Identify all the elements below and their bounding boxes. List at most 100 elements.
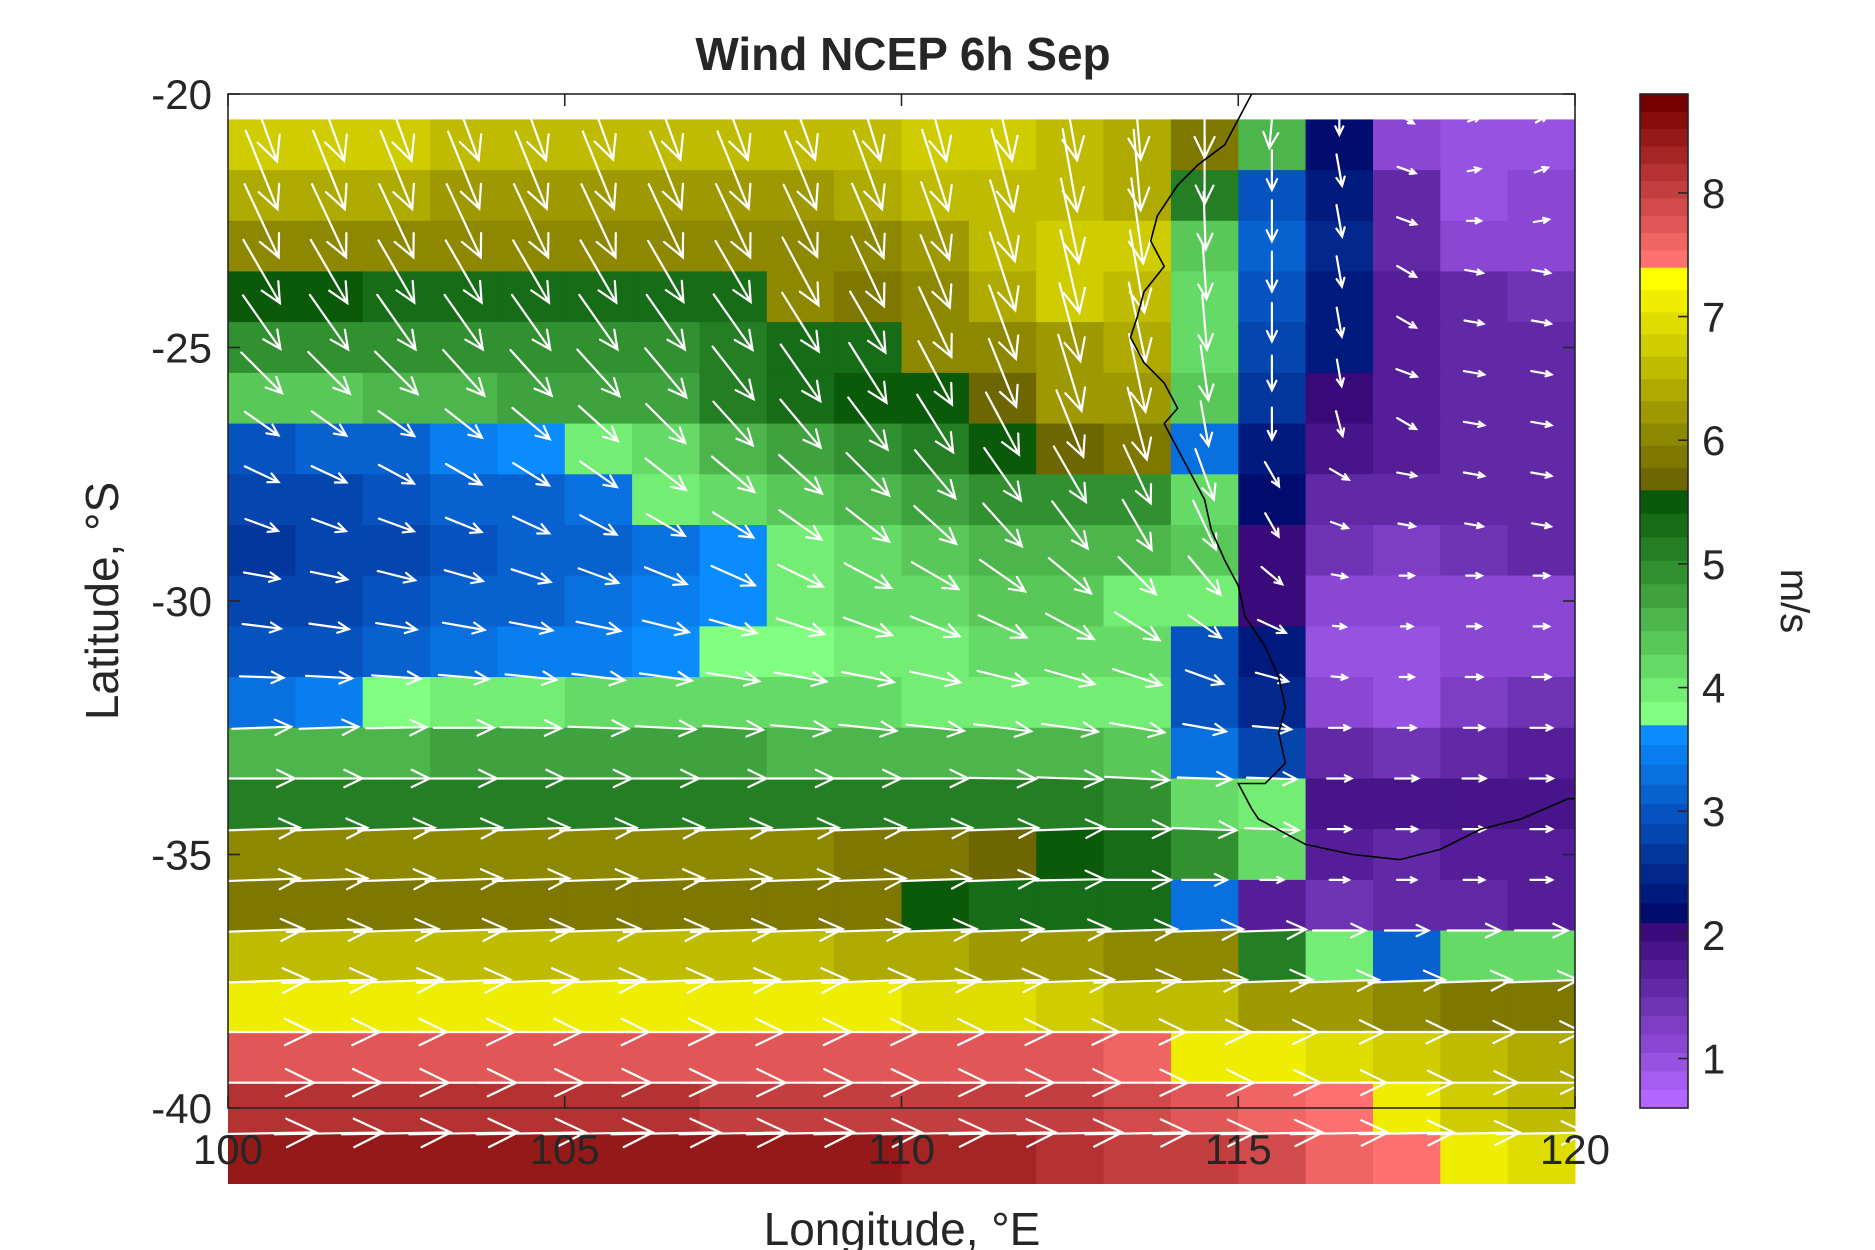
wind-arrow bbox=[783, 130, 819, 211]
wind-arrow bbox=[312, 129, 348, 212]
speed-cell bbox=[1036, 879, 1105, 932]
wind-arrow bbox=[1326, 825, 1354, 834]
wind-arrow bbox=[923, 76, 953, 164]
speed-cell bbox=[968, 1133, 1037, 1185]
wind-arrow bbox=[842, 616, 895, 638]
wind-arrow bbox=[443, 293, 485, 352]
speed-cell bbox=[834, 1032, 902, 1084]
wind-arrow bbox=[1033, 818, 1108, 839]
colorbar-swatch bbox=[1640, 922, 1688, 942]
speed-cell bbox=[1305, 525, 1374, 577]
speed-cell bbox=[564, 575, 633, 627]
y-axis-ticks: -20 -25 -30 -35 -40 bbox=[151, 71, 1575, 1132]
speed-cell bbox=[1507, 271, 1576, 323]
colorbar-swatch bbox=[1640, 356, 1688, 380]
wind-arrow bbox=[444, 462, 484, 486]
wind-arrow bbox=[1266, 354, 1278, 393]
speed-cell bbox=[497, 271, 566, 323]
speed-cell bbox=[699, 1032, 768, 1084]
wind-arrow bbox=[1117, 556, 1158, 596]
wind-arrow bbox=[1532, 622, 1552, 631]
wind-arrow bbox=[581, 130, 617, 211]
speed-cell bbox=[766, 677, 835, 729]
speed-cell bbox=[834, 727, 902, 780]
wind-arrow bbox=[1047, 556, 1093, 595]
speed-cell bbox=[1305, 879, 1374, 932]
wind-arrow bbox=[579, 514, 619, 536]
speed-cell bbox=[1036, 170, 1105, 222]
wind-arrow bbox=[444, 516, 484, 534]
speed-cell bbox=[1373, 727, 1441, 780]
wind-arrow bbox=[1096, 918, 1180, 942]
speed-cell bbox=[699, 322, 768, 374]
speed-cell bbox=[632, 271, 700, 323]
wind-arrow bbox=[420, 917, 509, 942]
wind-arrow bbox=[1514, 922, 1571, 939]
coastline bbox=[1129, 93, 1575, 861]
wind-arrow bbox=[845, 507, 891, 544]
wind-arrow bbox=[1028, 918, 1113, 942]
speed-cell bbox=[901, 474, 970, 526]
speed-cell bbox=[228, 626, 296, 678]
wind-arrow bbox=[965, 818, 1041, 839]
wind-arrow bbox=[365, 718, 429, 737]
y-axis-label: Latitude, °S bbox=[76, 482, 128, 720]
wind-arrow bbox=[909, 670, 963, 688]
wind-arrow bbox=[567, 719, 632, 738]
wind-arrow bbox=[218, 917, 307, 942]
wind-arrow bbox=[1184, 669, 1226, 687]
speed-cell bbox=[295, 322, 364, 374]
wind-arrow bbox=[1334, 410, 1346, 439]
wind-arrow bbox=[1532, 216, 1552, 224]
speed-cell bbox=[1036, 119, 1105, 171]
speed-cell bbox=[564, 1133, 633, 1185]
wind-arrow bbox=[1044, 668, 1097, 688]
wind-arrow bbox=[550, 967, 648, 994]
speed-cell bbox=[1036, 271, 1105, 323]
x-tick-label: 115 bbox=[1205, 1126, 1272, 1173]
wind-arrow bbox=[1396, 264, 1419, 279]
wind-arrow bbox=[445, 183, 483, 260]
speed-cell bbox=[1507, 372, 1576, 425]
wind-arrow bbox=[376, 569, 418, 584]
wind-arrow bbox=[375, 621, 420, 635]
speed-cell bbox=[1440, 372, 1509, 425]
colorbar-swatch bbox=[1640, 197, 1688, 216]
wind-arrow bbox=[380, 76, 416, 164]
speed-cell bbox=[834, 119, 902, 171]
speed-cell bbox=[430, 727, 498, 780]
speed-cell bbox=[1305, 170, 1374, 222]
wind-arrow bbox=[1289, 1119, 1391, 1147]
wind-arrow bbox=[757, 917, 846, 942]
speed-cell bbox=[1373, 474, 1441, 526]
wind-arrow bbox=[917, 340, 954, 407]
speed-cell bbox=[295, 119, 364, 171]
speed-cell bbox=[1170, 423, 1239, 475]
wind-arrow bbox=[1462, 876, 1487, 884]
wind-arrow bbox=[752, 967, 850, 994]
speed-cell bbox=[1238, 1032, 1307, 1084]
speed-cell bbox=[968, 119, 1037, 171]
speed-cell bbox=[1507, 677, 1576, 729]
wind-arrow bbox=[1192, 499, 1218, 552]
speed-cell bbox=[1507, 170, 1576, 222]
wind-arrow bbox=[1187, 613, 1223, 640]
colorbar-tick-label: 7 bbox=[1702, 294, 1725, 341]
wind-arrow bbox=[712, 400, 755, 448]
speed-cell bbox=[901, 1032, 970, 1084]
wind-arrow bbox=[892, 917, 980, 942]
speed-cell bbox=[632, 879, 700, 932]
wind-arrow bbox=[1497, 1070, 1587, 1095]
speed-cell bbox=[228, 879, 296, 932]
speed-cell bbox=[699, 626, 768, 678]
wind-arrow bbox=[761, 817, 842, 840]
speed-cell bbox=[1305, 474, 1374, 526]
speed-cell bbox=[564, 474, 633, 526]
wind-arrow bbox=[441, 621, 487, 635]
colorbar-swatch bbox=[1640, 267, 1688, 290]
colorbar-swatch bbox=[1640, 180, 1688, 199]
speed-cell bbox=[295, 575, 364, 627]
speed-cell bbox=[1305, 1133, 1374, 1185]
wind-arrow bbox=[983, 446, 1023, 503]
speed-cell bbox=[968, 170, 1037, 222]
